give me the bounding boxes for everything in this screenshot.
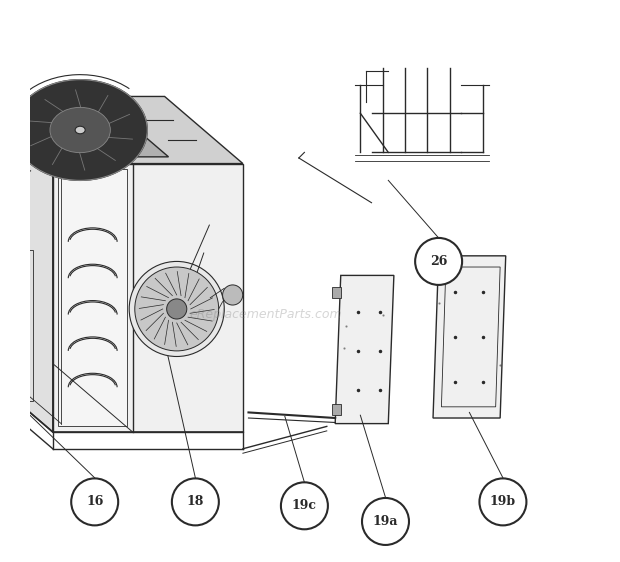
Circle shape bbox=[362, 498, 409, 545]
Text: 16: 16 bbox=[86, 495, 104, 509]
Polygon shape bbox=[0, 97, 53, 432]
Bar bbox=[332, 287, 342, 298]
Ellipse shape bbox=[75, 126, 85, 134]
Text: 18: 18 bbox=[187, 495, 204, 509]
Circle shape bbox=[479, 478, 526, 525]
Text: eReplacementParts.com: eReplacementParts.com bbox=[189, 308, 342, 321]
Polygon shape bbox=[335, 275, 394, 424]
Polygon shape bbox=[0, 97, 243, 164]
Circle shape bbox=[129, 261, 224, 356]
Circle shape bbox=[281, 482, 328, 529]
Polygon shape bbox=[53, 164, 243, 432]
Circle shape bbox=[71, 478, 118, 525]
Text: 19c: 19c bbox=[292, 499, 317, 513]
Text: 19a: 19a bbox=[373, 515, 398, 528]
Polygon shape bbox=[433, 256, 506, 418]
Text: 26: 26 bbox=[430, 255, 447, 268]
Circle shape bbox=[167, 299, 187, 319]
Circle shape bbox=[172, 478, 219, 525]
Circle shape bbox=[135, 267, 219, 351]
Circle shape bbox=[223, 285, 242, 305]
Bar bbox=[332, 404, 342, 415]
Polygon shape bbox=[58, 169, 127, 427]
Circle shape bbox=[415, 238, 462, 285]
Polygon shape bbox=[0, 259, 25, 410]
Ellipse shape bbox=[13, 80, 148, 180]
Polygon shape bbox=[0, 103, 169, 157]
Ellipse shape bbox=[50, 107, 110, 153]
Text: 19b: 19b bbox=[490, 495, 516, 509]
